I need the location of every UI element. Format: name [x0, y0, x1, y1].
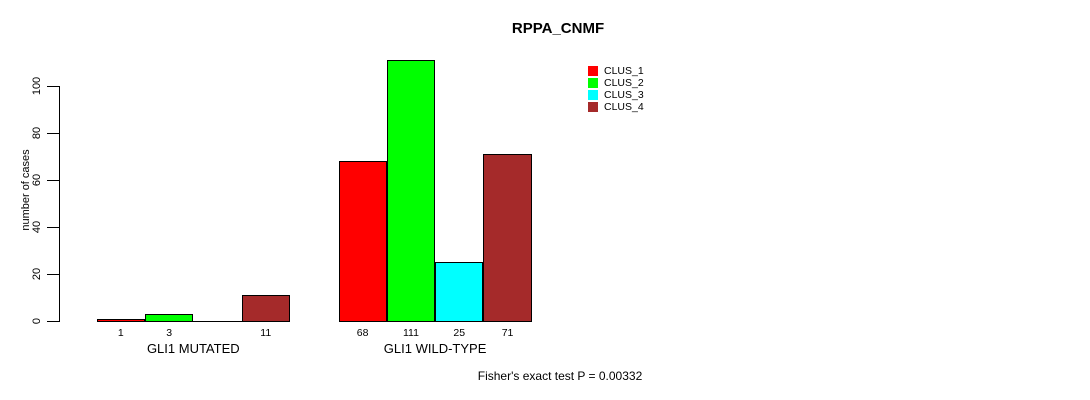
y-tick-label: 60 — [31, 173, 43, 187]
bar-clus-4-gli1-mutated — [241, 295, 290, 322]
y-tick-mark — [47, 86, 59, 87]
group-label-gli1-wild-type: GLI1 WILD-TYPE — [383, 341, 487, 356]
bar-value-label-clus-4-gli1-wild-type: 71 — [501, 327, 514, 339]
y-tick-mark — [47, 321, 59, 322]
y-tick-label: 20 — [31, 267, 43, 281]
y-tick-mark — [47, 133, 59, 134]
bar-clus-3-gli1-mutated — [193, 321, 242, 322]
y-tick-mark — [47, 180, 59, 181]
bar-value-label-clus-1-gli1-wild-type: 68 — [356, 327, 369, 339]
legend-label-clus_2: CLUS_2 — [604, 77, 644, 89]
bar-clus-1-gli1-wild-type — [338, 161, 387, 322]
annotation-text: Fisher's exact test P = 0.00332 — [477, 369, 643, 383]
bar-value-label-clus-3-gli1-wild-type: 25 — [453, 327, 466, 339]
bar-clus-2-gli1-mutated — [145, 313, 194, 322]
group-label-gli1-mutated: GLI1 MUTATED — [146, 341, 240, 356]
legend-label-clus_4: CLUS_4 — [604, 101, 644, 113]
legend-swatch-clus_3 — [588, 90, 598, 100]
y-tick-label: 100 — [31, 76, 43, 96]
y-tick-label: 80 — [31, 126, 43, 140]
y-tick-mark — [47, 227, 59, 228]
y-tick-label: 0 — [31, 317, 43, 325]
bar-clus-2-gli1-wild-type — [386, 60, 436, 322]
bar-value-label-clus-1-gli1-mutated: 1 — [117, 327, 124, 339]
legend-swatch-clus_4 — [588, 102, 598, 112]
chart-title: RPPA_CNMF — [511, 20, 605, 37]
legend-swatch-clus_2 — [588, 78, 598, 88]
bar-value-label-clus-2-gli1-mutated: 3 — [166, 327, 173, 339]
y-axis-title: number of cases — [20, 149, 32, 231]
y-axis-line — [59, 86, 60, 322]
bar-clus-4-gli1-wild-type — [483, 154, 532, 322]
bar-value-label-clus-2-gli1-wild-type: 111 — [402, 327, 419, 339]
legend-swatch-clus_1 — [588, 66, 598, 76]
legend-label-clus_3: CLUS_3 — [604, 89, 644, 101]
bar-clus-1-gli1-mutated — [96, 318, 145, 322]
bar-value-label-clus-4-gli1-mutated: 11 — [260, 327, 272, 339]
bar-clus-3-gli1-wild-type — [435, 262, 484, 322]
y-tick-label: 40 — [31, 220, 43, 234]
y-tick-mark — [47, 274, 59, 275]
legend-label-clus_1: CLUS_1 — [604, 65, 644, 77]
